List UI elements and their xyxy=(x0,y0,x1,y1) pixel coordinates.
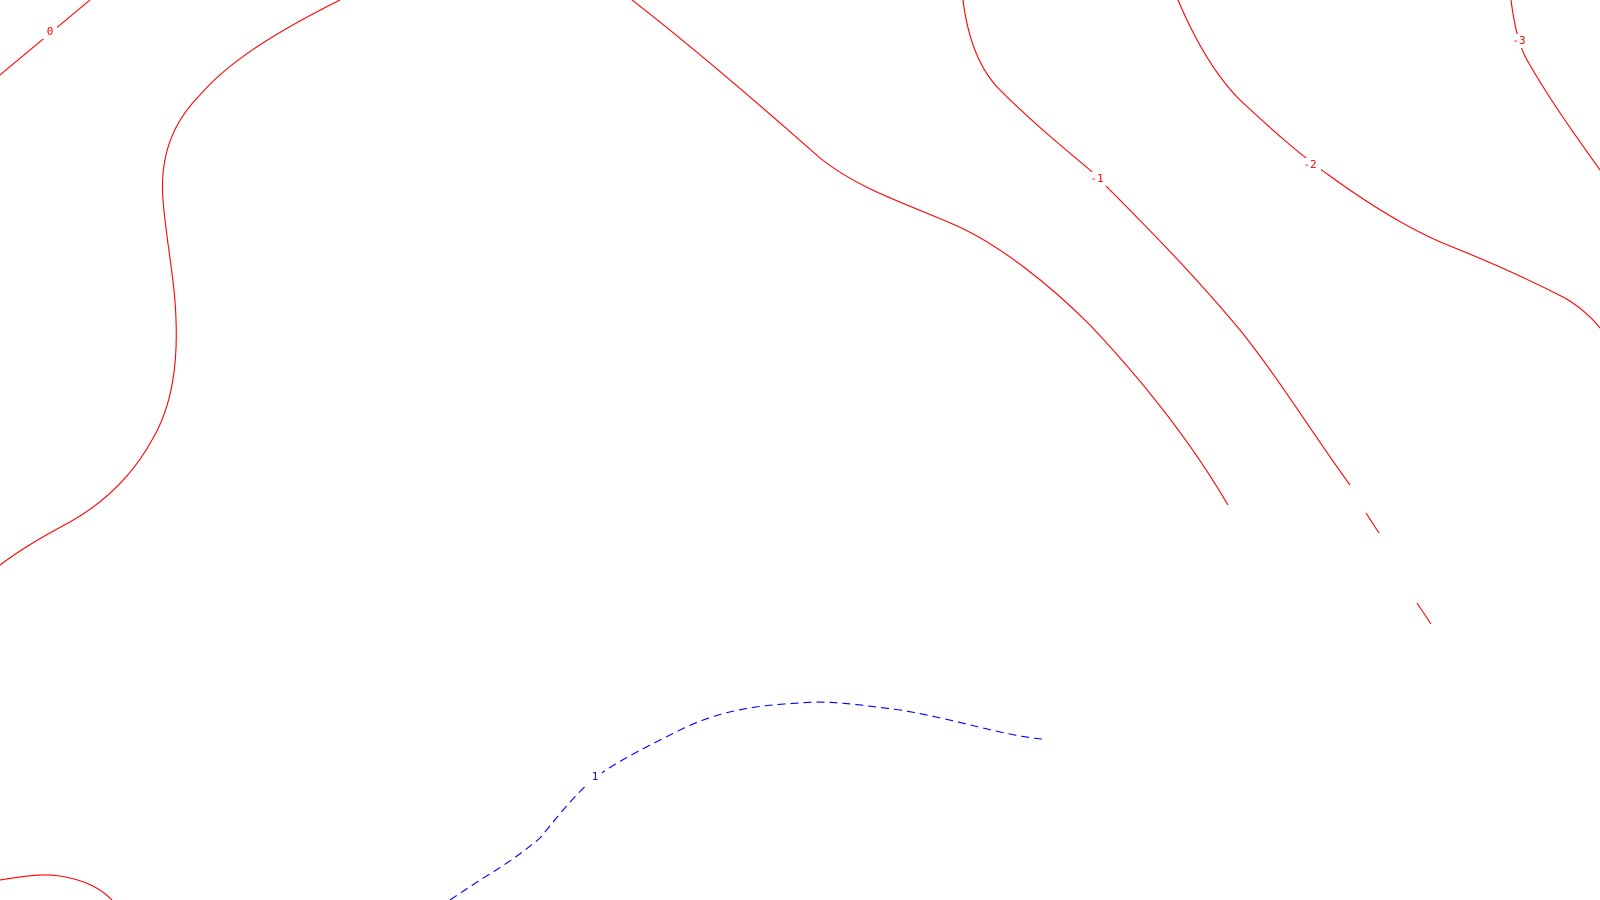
contour-line-neg1-dash-a xyxy=(1365,512,1380,534)
contour-label-neg2: -2 xyxy=(1303,158,1316,171)
contour-line-0-main xyxy=(0,0,341,566)
contour-line-neg3 xyxy=(1510,0,1600,171)
contour-line-neg1-upper xyxy=(631,0,1229,506)
contour-label-group-neg1: -1 xyxy=(1088,172,1108,186)
contour-line-neg1-dash-b xyxy=(1416,602,1432,625)
contour-label-neg1: -1 xyxy=(1090,172,1103,185)
contour-label-pos1: 1 xyxy=(592,770,599,783)
contour-line-neg1-lower xyxy=(962,0,1351,486)
contour-line-0-bottom-left xyxy=(0,874,113,900)
contour-line-neg2 xyxy=(1177,0,1600,329)
contour-label-group-pos1: 1 xyxy=(588,770,602,784)
contour-label-group-0: 0 xyxy=(43,25,57,39)
contour-label-group-neg2: -2 xyxy=(1301,158,1321,172)
contour-label-neg3: -3 xyxy=(1512,34,1525,47)
contour-label-0: 0 xyxy=(47,25,54,38)
contour-line-pos1 xyxy=(449,701,1043,900)
contour-label-group-neg3: -3 xyxy=(1510,34,1530,48)
